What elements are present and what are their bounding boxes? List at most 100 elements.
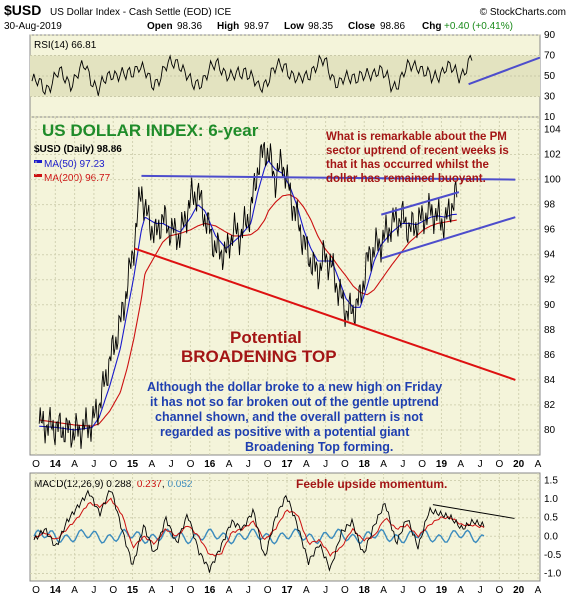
macd-tick-label: 0.0 (544, 531, 558, 542)
macd-x-tick-label: A (149, 585, 156, 596)
price-x-tick-label: 14 (50, 459, 62, 470)
price-x-tick-label: A (149, 459, 156, 470)
macd-line (33, 489, 485, 573)
ma50-legend: MA(50) 97.23 (44, 159, 105, 170)
body-note-line: regarded as positive with a potential gi… (160, 425, 410, 439)
price-x-tick-label: J (478, 459, 483, 470)
ma200-line (39, 194, 457, 427)
price-tick-label: 88 (544, 325, 556, 336)
price-panel: $USD (Daily) 98.86 MA(50) 97.23 MA(200) … (29, 116, 541, 456)
chg-value: +0.40 (+0.41%) (444, 21, 513, 32)
price-x-tick-label: A (226, 459, 233, 470)
body-note-line: Although the dollar broke to a new high … (147, 380, 442, 394)
price-x-tick-label: 18 (359, 459, 371, 470)
macd-x-tick-label: 20 (513, 585, 525, 596)
macd-legend-value: 0.288 (106, 479, 131, 490)
macd-x-tick-label: J (246, 585, 251, 596)
body-note: Although the dollar broke to a new high … (147, 380, 442, 454)
trendline-channel-bottom (380, 216, 516, 260)
source-credit: © StockCharts.com (480, 7, 566, 18)
price-x-tick-label: A (71, 459, 78, 470)
price-tick-label: 98 (544, 200, 556, 211)
price-x-tick-label: O (495, 459, 503, 470)
chart-title: US DOLLAR INDEX: 6-year (42, 121, 259, 140)
macd-x-tick-label: 14 (50, 585, 62, 596)
macd-tick-label: 0.5 (544, 513, 558, 524)
price-x-tick-label: A (303, 459, 310, 470)
macd-x-tick-label: A (535, 585, 542, 596)
macd-tick-label: 1.0 (544, 494, 558, 505)
price-x-tick-label: 19 (436, 459, 448, 470)
price-x-tick-label: J (246, 459, 251, 470)
price-x-tick-label: O (341, 459, 349, 470)
price-x-tick-label: 16 (204, 459, 216, 470)
macd-x-tick-label: O (418, 585, 426, 596)
close-label: Close (348, 21, 376, 32)
price-x-tick-label: J (323, 459, 328, 470)
date-text: 30-Aug-2019 (4, 21, 62, 32)
ma50-swatch (34, 160, 42, 163)
price-tick-label: 92 (544, 275, 556, 286)
pm-note-line: that it has occurred whilst the (326, 159, 489, 171)
price-tick-label: 80 (544, 425, 556, 436)
rsi-trendline (468, 56, 541, 86)
macd-tick-label: -1.0 (544, 569, 562, 580)
macd-x-tick-label: A (303, 585, 310, 596)
price-tick-label: 90 (544, 300, 556, 311)
open-label: Open (147, 21, 173, 32)
macd-x-tick-label: A (71, 585, 78, 596)
svg-text:MACD(12,26,9) 0.288, 0.237, 0.: MACD(12,26,9) 0.288, 0.237, 0.052 (34, 479, 193, 490)
rsi-line (31, 54, 473, 96)
macd-x-tick-label: A (226, 585, 233, 596)
price-tick-label: 94 (544, 250, 556, 261)
pm-note-line: What is remarkable about the PM (326, 131, 507, 143)
macd-x-tick-label: O (495, 585, 503, 596)
pm-note-line: sector uptrend of recent weeks is (326, 145, 509, 157)
macd-x-tick-label: 15 (127, 585, 139, 596)
broadening-label: BROADENING TOP (181, 347, 337, 366)
macd-x-tick-label: 18 (359, 585, 371, 596)
body-note-line: it has not so far broken out of the gent… (150, 395, 439, 409)
macd-histogram (33, 528, 485, 545)
macd-panel: MACD(12,26,9) 0.288, 0.237, 0.052 (29, 472, 541, 582)
price-tick-label: 84 (544, 375, 556, 386)
open-value: 98.36 (177, 21, 202, 32)
trendline-broadening-support (134, 247, 516, 381)
macd-x-tick-label: O (264, 585, 272, 596)
macd-x-tick-label: O (187, 585, 195, 596)
pm-note: What is remarkable about the PM sector u… (326, 131, 509, 185)
price-line (38, 142, 458, 449)
body-note-line: channel shown, and the overall pattern i… (155, 410, 424, 424)
rsi-legend: RSI(14) 66.81 (34, 40, 97, 51)
price-tick-label: 82 (544, 400, 556, 411)
macd-tick-label: -0.5 (544, 550, 562, 561)
price-x-tick-label: J (91, 459, 96, 470)
macd-x-tick-label: 19 (436, 585, 448, 596)
macd-x-tick-label: A (457, 585, 464, 596)
rsi-tick-label: 90 (544, 30, 556, 41)
macd-x-tick-label: J (169, 585, 174, 596)
price-x-tick-label: O (187, 459, 195, 470)
macd-tick-label: 1.5 (544, 475, 558, 486)
rsi-tick-label: 70 (544, 51, 556, 62)
macd-signal-line (33, 497, 485, 557)
symbol-text: $USD (4, 2, 41, 18)
price-tick-label: 104 (544, 125, 561, 136)
high-label: High (217, 21, 239, 32)
feeble-note: Feeble upside momentum. (296, 477, 447, 491)
macd-frame (29, 472, 541, 582)
low-label: Low (284, 21, 304, 32)
price-x-tick-label: J (169, 459, 174, 470)
price-x-tick-label: 17 (281, 459, 293, 470)
rsi-tick-label: 50 (544, 71, 556, 82)
macd-x-tick-label: O (32, 585, 40, 596)
price-tick-label: 102 (544, 150, 561, 161)
close-value: 98.86 (380, 21, 405, 32)
price-legend: $USD (Daily) 98.86 (34, 144, 122, 155)
price-x-tick-label: O (418, 459, 426, 470)
macd-legend-label: MACD(12,26,9) (34, 479, 103, 490)
price-x-tick-label: O (109, 459, 117, 470)
rsi-tick-label: 30 (544, 92, 556, 103)
body-note-line: Broadening Top forming. (245, 440, 393, 454)
